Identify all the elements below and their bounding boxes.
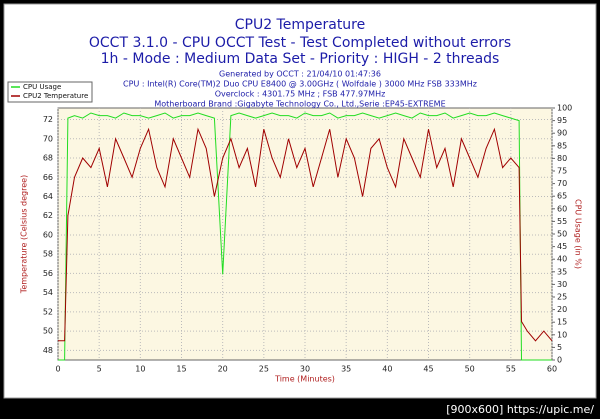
legend-label: CPU Usage	[23, 83, 61, 91]
legend-box	[7, 81, 93, 103]
x-tick-label: 15	[176, 365, 186, 374]
y2-tick-label: 95	[557, 116, 567, 125]
y2-tick-label: 40	[557, 255, 567, 264]
y2-tick-label: 30	[557, 280, 567, 289]
x-tick-label: 45	[423, 365, 433, 374]
watermark: [900x600] https://upic.me/	[446, 403, 594, 416]
chart-subtitle: 1h - Mode : Medium Data Set - Priority :…	[101, 51, 500, 67]
x-tick-label: 35	[341, 365, 351, 374]
x-tick-label: 25	[259, 365, 269, 374]
y2-tick-label: 90	[557, 129, 567, 138]
chart-subtitle: OCCT 3.1.0 - CPU OCCT Test - Test Comple…	[89, 35, 511, 51]
y2-tick-label: 5	[557, 343, 562, 352]
x-tick-label: 10	[135, 365, 145, 374]
watermark-bar	[0, 401, 600, 419]
info-line: Generated by OCCT : 21/04/10 01:47:36	[219, 70, 381, 79]
chart-title: CPU2 Temperature	[235, 17, 366, 33]
legend-label: CPU2 Temperature	[23, 92, 88, 100]
y-tick-label: 66	[43, 173, 53, 182]
y-tick-label: 48	[43, 346, 53, 355]
info-line: CPU : Intel(R) Core(TM)2 Duo CPU E8400 @…	[123, 80, 477, 89]
y2-tick-label: 15	[557, 318, 567, 327]
y-tick-label: 70	[43, 134, 53, 143]
y2-tick-label: 25	[557, 293, 567, 302]
y2-tick-label: 35	[557, 267, 567, 276]
data-line	[58, 112, 552, 361]
y2-axis-label: CPU Usage (in %)	[574, 199, 583, 269]
y-tick-label: 62	[43, 211, 53, 220]
x-tick-label: 30	[300, 365, 310, 374]
x-tick-label: 60	[547, 365, 557, 374]
y-tick-label: 68	[43, 154, 53, 163]
y2-tick-label: 85	[557, 141, 567, 150]
data-line	[58, 127, 553, 342]
y2-tick-label: 80	[557, 154, 567, 163]
y-tick-label: 64	[43, 192, 53, 201]
y-tick-label: 60	[43, 230, 53, 239]
info-line: Overclock : 4301.75 MHz ; FSB 477.97MHz	[215, 90, 386, 99]
x-tick-label: 5	[97, 365, 102, 374]
x-tick-label: 20	[218, 365, 228, 374]
x-tick-label: 50	[465, 365, 475, 374]
x-axis-label: Time (Minutes)	[274, 375, 335, 384]
y2-tick-label: 100	[557, 104, 572, 113]
y2-tick-label: 55	[557, 217, 567, 226]
y-tick-label: 50	[43, 327, 53, 336]
x-tick-label: 40	[382, 365, 392, 374]
y-tick-label: 72	[43, 115, 53, 124]
info-line: Motherboard Brand :Gigabyte Technology C…	[154, 100, 445, 109]
y-tick-label: 58	[43, 250, 53, 259]
y2-tick-label: 75	[557, 167, 567, 176]
x-tick-label: 0	[55, 365, 60, 374]
x-tick-label: 55	[506, 365, 516, 374]
y2-tick-label: 50	[557, 230, 567, 239]
y2-tick-label: 45	[557, 242, 567, 251]
y-axis-label: Temperature (Celsius degree)	[20, 175, 29, 294]
y2-tick-label: 70	[557, 179, 567, 188]
y-tick-label: 52	[43, 307, 53, 316]
y2-tick-label: 0	[557, 356, 562, 365]
y2-tick-label: 10	[557, 330, 567, 339]
y2-tick-label: 60	[557, 204, 567, 213]
y-tick-label: 54	[43, 288, 53, 297]
y2-tick-label: 65	[557, 192, 567, 201]
y-tick-label: 56	[43, 269, 53, 278]
y2-tick-label: 20	[557, 305, 567, 314]
